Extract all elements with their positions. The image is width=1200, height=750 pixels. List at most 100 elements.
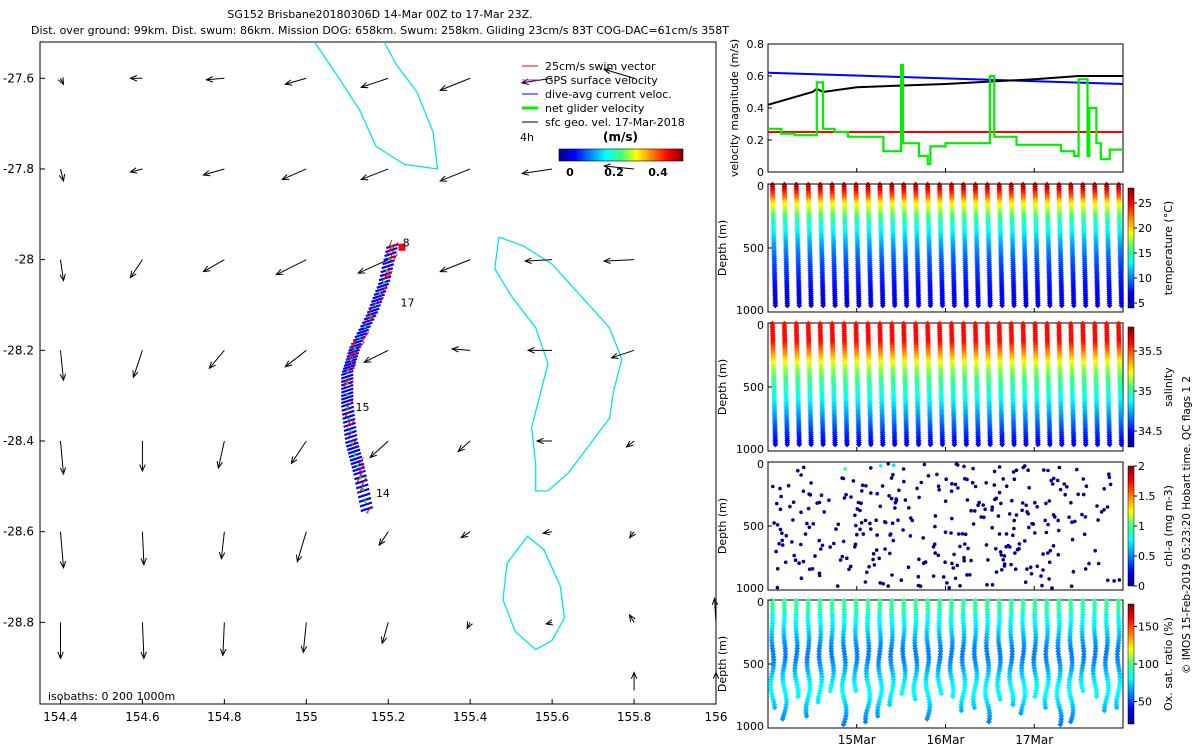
dac-vector	[347, 448, 361, 455]
chl-point	[780, 531, 784, 535]
geo-velocity-arrow	[541, 528, 553, 536]
colorbar-tick-label: 20	[1138, 222, 1152, 235]
chl-point	[933, 514, 938, 518]
colorbar-tick-label: 2	[1138, 460, 1145, 473]
chl-point	[915, 486, 919, 491]
chl-point	[858, 527, 862, 532]
swim-vector	[386, 270, 393, 279]
velocity-y-tick-label: 0.6	[747, 70, 765, 83]
dac-vector	[352, 466, 366, 473]
chl-point	[883, 520, 887, 524]
map-x-tick-label: 155.4	[453, 710, 487, 724]
velocity-series-green	[768, 63, 1123, 166]
chl-point	[1073, 519, 1077, 524]
arrow-head	[219, 648, 227, 657]
chl-point	[778, 527, 783, 532]
chl-point	[1117, 578, 1122, 582]
chl-point	[1015, 547, 1020, 552]
arrow-head	[460, 531, 469, 539]
arrow-shaft	[452, 348, 471, 351]
dac-vector	[342, 417, 356, 424]
chl-point	[863, 518, 868, 523]
swim-vector	[381, 274, 387, 282]
chl-point	[843, 467, 847, 471]
section-y-tick-label: 500	[743, 520, 764, 533]
chl-point	[799, 510, 803, 515]
chl-point	[893, 506, 897, 510]
map-y-tick-label: -28.4	[3, 434, 34, 448]
chl-point	[860, 489, 864, 493]
chl-point	[952, 552, 956, 557]
scale-label: 4h	[520, 131, 534, 144]
chl-point	[817, 538, 821, 543]
section-y-tick-label: 0	[757, 458, 764, 471]
chl-point	[887, 494, 891, 498]
chl-point	[965, 477, 969, 482]
arrow-head	[466, 621, 473, 630]
chl-point	[872, 563, 877, 567]
velocity-y-tick-label: 0	[757, 166, 764, 179]
map-x-tick-label: 156	[705, 710, 728, 724]
arrow-head	[439, 266, 448, 273]
arrow-shaft	[59, 531, 64, 568]
swim-vector	[349, 380, 354, 387]
chl-point	[801, 465, 806, 470]
chl-point	[1013, 567, 1018, 571]
arrow-shaft	[611, 349, 635, 359]
swim-vector	[343, 377, 349, 385]
geo-velocity-arrow	[208, 350, 225, 370]
chl-point	[1093, 548, 1097, 553]
geo-velocity-arrow	[520, 168, 553, 176]
section-point	[820, 441, 826, 448]
arrow-head	[380, 636, 387, 645]
day-label: 14	[376, 487, 390, 500]
chl-point	[1017, 542, 1022, 546]
chl-point	[881, 582, 886, 586]
chl-point	[1007, 512, 1012, 516]
swim-vector	[362, 331, 370, 341]
arrow-shaft	[296, 531, 307, 562]
chl-point	[1023, 464, 1027, 468]
swim-vector	[366, 308, 372, 317]
swim-vector	[347, 432, 353, 438]
geo-velocity-arrow	[359, 77, 389, 89]
section-y-tick-label: 0	[757, 180, 764, 193]
chl-point	[891, 538, 896, 543]
section-point	[856, 302, 862, 309]
colorbar-tick-label: 35.5	[1138, 345, 1163, 358]
arrow-shaft	[522, 77, 553, 84]
map-frame	[39, 41, 717, 705]
chl-point	[996, 514, 1001, 518]
chl-point	[1053, 515, 1057, 519]
arrow-shaft	[206, 77, 225, 81]
chl-point	[1029, 572, 1034, 576]
chl-point	[1028, 565, 1033, 570]
arrow-head	[439, 175, 448, 182]
colorbar-tick-label: 1.5	[1138, 490, 1156, 503]
chl-point	[817, 500, 822, 505]
chl-point	[1076, 492, 1080, 497]
chl-point	[1057, 465, 1062, 470]
chl-point	[1083, 567, 1088, 571]
map-y-tick-label: -28.6	[3, 525, 34, 539]
swim-vector	[386, 245, 393, 255]
chl-point	[931, 574, 936, 578]
chl-point	[1084, 484, 1089, 489]
velocity-frame	[767, 43, 1124, 173]
chl-point	[1047, 499, 1052, 503]
chl-point	[819, 493, 824, 498]
arrow-head	[602, 68, 612, 75]
arrow-head	[544, 619, 554, 626]
chl-point	[969, 508, 973, 513]
chl-point	[1056, 552, 1061, 557]
arrow-shaft	[220, 531, 225, 559]
legend-net: net glider velocity	[545, 102, 645, 115]
chl-point	[849, 495, 853, 499]
geo-velocity-arrow	[205, 76, 225, 83]
geo-velocity-arrow	[363, 349, 389, 363]
map-y-tick-label: -28.8	[3, 615, 34, 629]
